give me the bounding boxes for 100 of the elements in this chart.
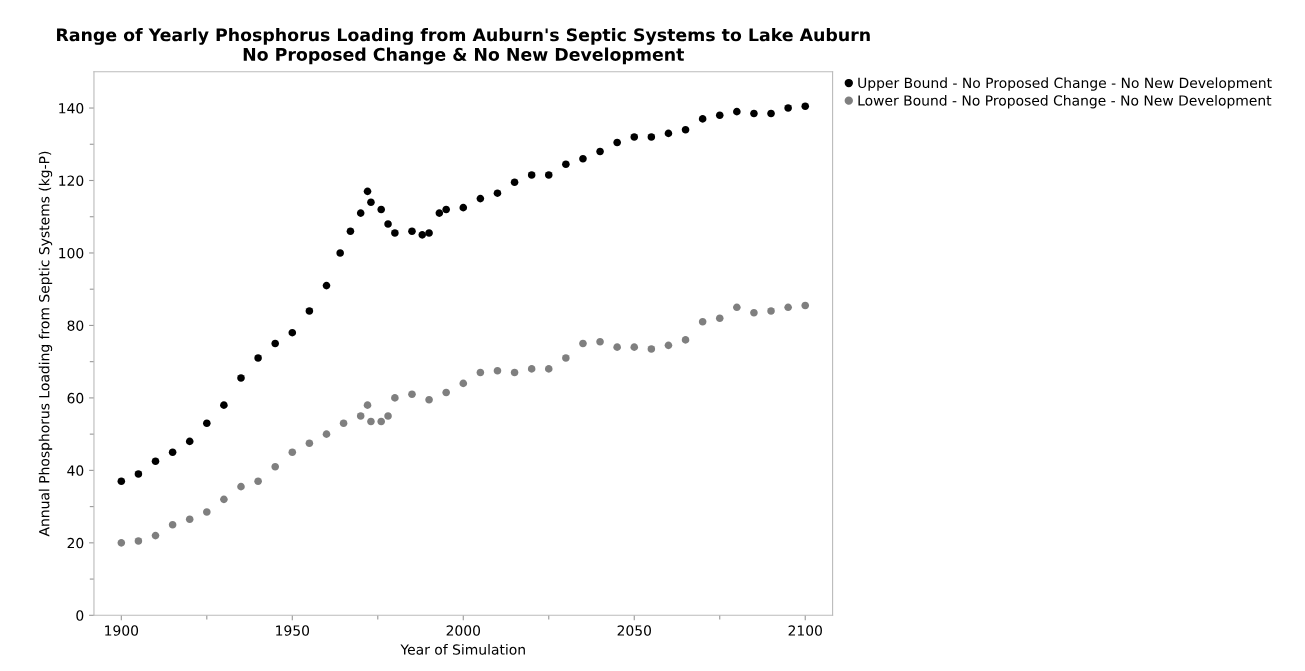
point	[237, 374, 245, 382]
point	[408, 227, 416, 236]
point	[391, 394, 399, 402]
y-axis-title: Annual Phosphorus Loading from Septic Systems (kg-P)	[38, 151, 53, 537]
point	[168, 520, 177, 529]
point	[459, 203, 468, 212]
point	[579, 339, 587, 348]
point	[134, 537, 143, 545]
point	[596, 147, 604, 156]
x-tick-label: 1900	[105, 625, 139, 636]
point	[630, 133, 639, 141]
point	[408, 390, 416, 399]
point	[613, 138, 621, 147]
point	[767, 109, 775, 118]
point	[151, 457, 160, 466]
point	[510, 178, 519, 187]
point	[288, 448, 297, 457]
x-tick-label: 1950	[276, 625, 310, 636]
point	[151, 531, 160, 540]
point	[384, 412, 392, 420]
y-tick-label: 60	[67, 392, 84, 404]
point	[476, 368, 485, 377]
point	[510, 368, 519, 377]
point	[527, 365, 536, 373]
point	[493, 189, 502, 197]
point	[305, 439, 314, 447]
point	[544, 171, 553, 179]
point	[271, 339, 279, 348]
point	[425, 229, 433, 237]
point	[134, 470, 143, 478]
point	[767, 307, 775, 315]
point	[698, 115, 707, 123]
point	[254, 477, 262, 486]
point	[425, 395, 433, 404]
point	[363, 187, 372, 196]
point	[784, 104, 792, 112]
x-axis-title: Year of Simulation	[400, 644, 525, 655]
x-tick-label: 2000	[446, 625, 481, 636]
point	[117, 539, 126, 547]
point	[715, 314, 724, 322]
y-tick-label: 0	[76, 610, 84, 621]
point	[493, 366, 502, 375]
point	[562, 160, 570, 168]
point	[750, 109, 758, 118]
point	[596, 337, 604, 346]
point	[117, 477, 126, 486]
point	[254, 354, 262, 362]
y-tick-label: 80	[67, 320, 84, 331]
point	[544, 365, 553, 373]
point	[784, 303, 792, 312]
point	[367, 198, 375, 207]
point	[435, 209, 444, 217]
point	[203, 508, 211, 516]
point	[733, 107, 741, 116]
point	[476, 194, 485, 203]
point	[336, 249, 344, 257]
x-tick-label: 2100	[788, 625, 822, 636]
y-tick-label: 40	[67, 465, 84, 476]
point	[237, 482, 245, 491]
y-tick-label: 140	[59, 103, 84, 114]
point	[442, 205, 450, 214]
point	[367, 417, 375, 426]
point	[801, 301, 810, 310]
point	[664, 341, 673, 350]
point	[733, 303, 741, 312]
point	[647, 345, 656, 353]
point	[750, 308, 758, 317]
point	[220, 495, 228, 504]
point	[185, 437, 194, 446]
point	[562, 354, 570, 362]
point	[664, 129, 673, 138]
point	[630, 343, 639, 351]
point	[356, 209, 365, 217]
point	[384, 220, 392, 228]
point	[377, 205, 386, 214]
point	[305, 307, 314, 315]
point	[168, 448, 177, 457]
point	[681, 125, 690, 134]
point	[613, 343, 621, 351]
x-tick-label: 2050	[617, 625, 651, 636]
point	[339, 419, 348, 428]
point	[418, 231, 427, 239]
legend-label: Upper Bound - No Proposed Change - No New Development	[858, 77, 1272, 91]
point	[801, 102, 810, 111]
y-tick-label: 120	[59, 175, 84, 186]
point	[346, 227, 355, 236]
point	[185, 515, 194, 524]
chart-title: Range of Yearly Phosphorus Loading from Auburn's Septic Systems to Lake Auburn No Proposed Change & No New Development	[57, 27, 870, 65]
point	[459, 379, 468, 388]
point	[322, 281, 331, 290]
point	[203, 419, 211, 428]
point	[377, 417, 386, 426]
point	[391, 229, 399, 237]
legend-label: Lower Bound - No Proposed Change - No New Development	[858, 94, 1272, 109]
point	[715, 111, 724, 120]
point	[681, 336, 690, 344]
point	[322, 430, 331, 438]
y-tick-label: 20	[67, 537, 84, 549]
point	[647, 133, 656, 141]
point	[579, 154, 587, 163]
